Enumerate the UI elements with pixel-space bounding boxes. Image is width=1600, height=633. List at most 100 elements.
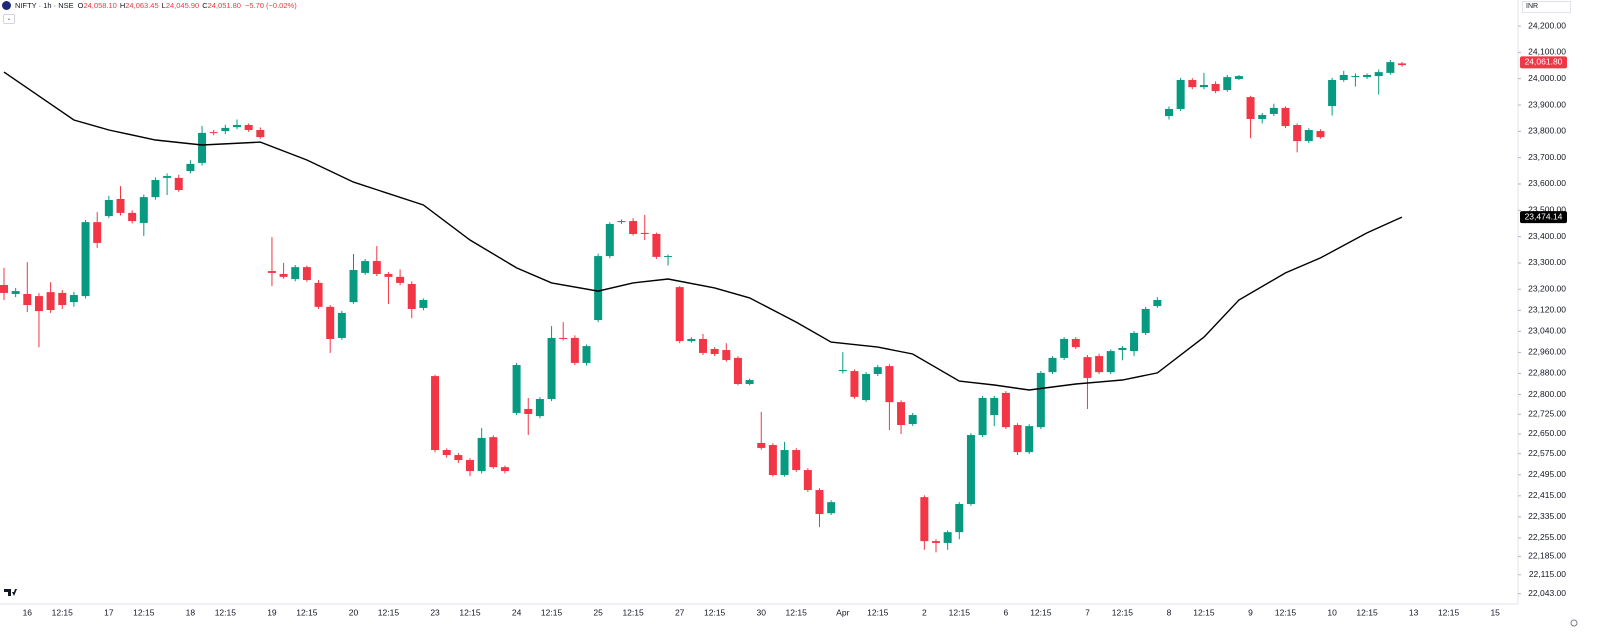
candle-body <box>69 295 78 303</box>
ohlc-value: 24,058.10 <box>83 1 117 10</box>
candle-body <box>314 282 323 307</box>
candle <box>466 458 474 477</box>
candle <box>699 333 707 356</box>
ohlc-item: L24,045.90 <box>162 1 200 10</box>
candle <box>1083 355 1092 409</box>
candle-body <box>827 502 836 514</box>
candle-body <box>11 291 20 294</box>
candle-body <box>1293 125 1302 142</box>
candle <box>81 220 90 299</box>
currency[interactable]: INR <box>1522 1 1571 13</box>
candle-body <box>1048 357 1057 373</box>
candle-body <box>640 232 649 234</box>
candle-body <box>792 450 801 471</box>
candle <box>803 468 812 492</box>
x-tick-label: 12:15 <box>1275 607 1297 617</box>
candle <box>1351 73 1360 87</box>
candle <box>978 395 987 438</box>
y-tick-label: 22,115.00 <box>1529 569 1566 579</box>
candle <box>943 530 952 550</box>
candle <box>535 397 544 419</box>
x-tick-label: 27 <box>675 607 685 617</box>
candle <box>1339 70 1348 82</box>
candle <box>279 262 288 279</box>
x-tick-label: 10 <box>1327 607 1337 617</box>
candle-body <box>745 380 754 384</box>
candle <box>757 411 766 450</box>
x-tick-label: 23 <box>430 607 440 617</box>
settings-icon[interactable] <box>1570 619 1578 627</box>
candle-body <box>139 197 148 223</box>
candle <box>233 119 241 130</box>
candle-body <box>815 490 824 514</box>
collapse-button[interactable]: ⌄ <box>3 14 15 24</box>
x-tick-label: 20 <box>349 607 359 617</box>
y-tick-label: 22,650.00 <box>1528 428 1566 438</box>
candle-body <box>1118 347 1127 351</box>
candle-body <box>582 346 591 363</box>
candle-body <box>1013 425 1022 453</box>
candle-body <box>221 127 230 132</box>
candle-body <box>407 283 416 309</box>
candle-body <box>1199 85 1208 88</box>
candle <box>640 215 649 241</box>
candle <box>209 130 218 136</box>
candle <box>46 282 55 313</box>
x-tick-label: 9 <box>1248 607 1253 617</box>
candle <box>990 395 999 427</box>
ohlc-key: H <box>119 1 126 10</box>
candle-body <box>932 541 940 543</box>
x-tick-label: 12:15 <box>1438 607 1460 617</box>
candle <box>1118 346 1127 361</box>
y-tick-label: 22,495.00 <box>1528 469 1566 479</box>
candle-body <box>104 200 113 217</box>
candle <box>454 452 463 463</box>
candle-body <box>1258 115 1267 119</box>
y-tick-label: 24,000.00 <box>1528 73 1566 83</box>
candle-body <box>396 276 405 283</box>
candle <box>885 364 894 431</box>
y-tick-label: 24,200.00 <box>1528 20 1566 30</box>
candle-body <box>1246 97 1255 119</box>
symbol-icon <box>2 1 11 10</box>
candle <box>594 253 603 323</box>
candle-body <box>233 125 241 128</box>
candle <box>838 352 847 374</box>
candle-body <box>570 337 579 363</box>
candle-body <box>605 223 614 257</box>
x-tick-label: 12:15 <box>215 607 237 617</box>
x-tick-label: 12:15 <box>704 607 726 617</box>
candle <box>1293 123 1302 153</box>
candle-body <box>862 373 871 401</box>
candle <box>419 298 428 311</box>
candle <box>396 269 405 286</box>
candle-body <box>454 455 463 461</box>
candle <box>244 123 253 132</box>
candle-body <box>198 132 207 163</box>
candle <box>1199 72 1208 90</box>
ohlc-item: C24,051.80 <box>202 1 241 10</box>
y-tick-label: 23,120.00 <box>1528 305 1566 315</box>
candle-body <box>477 437 486 472</box>
x-tick-label: 12:15 <box>949 607 971 617</box>
candle <box>407 281 416 319</box>
price-tag-label: 24,061.80 <box>1525 57 1563 67</box>
x-tick-label: 6 <box>1004 607 1009 617</box>
candle-body <box>267 271 276 273</box>
candle <box>1211 81 1220 94</box>
candle-body <box>489 437 498 468</box>
y-tick-label: 22,415.00 <box>1528 490 1566 500</box>
candle <box>733 356 742 386</box>
x-tick-label: 12:15 <box>52 607 74 617</box>
candle-body <box>46 292 55 311</box>
candle-body <box>291 267 300 279</box>
candle <box>1048 356 1057 374</box>
candle <box>570 335 579 366</box>
candle <box>768 443 777 477</box>
candle <box>1165 106 1173 120</box>
candle-body <box>23 293 32 306</box>
y-tick-label: 23,300.00 <box>1528 257 1566 267</box>
candle <box>372 246 381 277</box>
candle <box>1060 337 1069 361</box>
candle <box>710 347 719 357</box>
